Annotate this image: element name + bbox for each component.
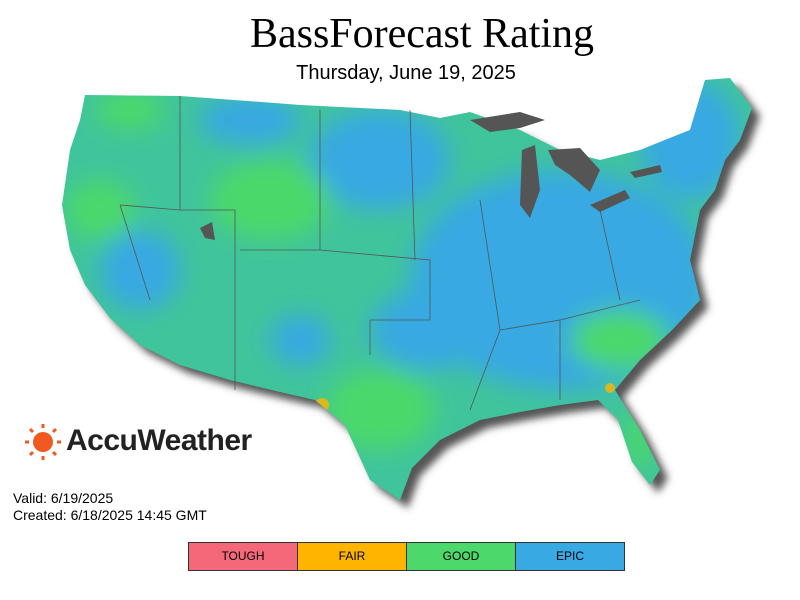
valid-date: Valid: 6/19/2025 (13, 490, 114, 506)
legend-item: TOUGH (189, 543, 298, 570)
state-lines (119, 96, 641, 411)
subtitle: Thursday, June 19, 2025 (296, 62, 516, 84)
legend-item: EPIC (516, 543, 624, 570)
legend-item: FAIR (298, 543, 407, 570)
accuweather-logo-icon (25, 424, 61, 460)
title: BassForecast Rating (249, 11, 595, 57)
great-lakes (200, 112, 662, 240)
created-date: Created: 6/18/2025 14:45 GMT (13, 507, 207, 523)
brand: AccuWeather (66, 424, 252, 457)
legend-item: GOOD (407, 543, 516, 570)
legend: TOUGH FAIR GOOD EPIC (188, 542, 625, 571)
